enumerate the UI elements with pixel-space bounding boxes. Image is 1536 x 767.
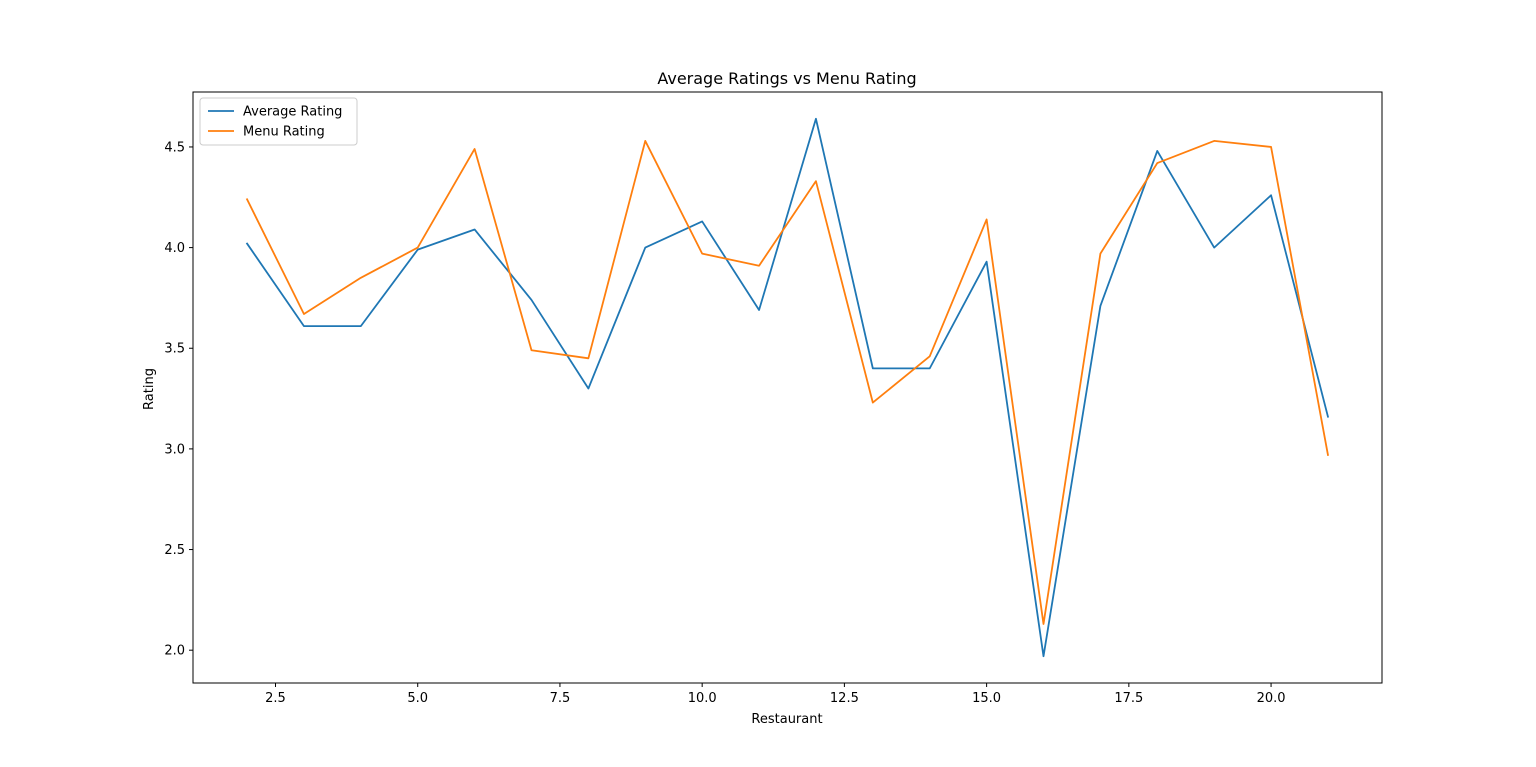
y-tick-label: 2.5 [164, 543, 185, 558]
y-tick-label: 2.0 [164, 644, 185, 659]
plot-area: 2.5 5.0 7.5 10.0 12.5 15.0 17.5 20.0 2.0 2.5 3.0 3.… [164, 91, 1383, 706]
legend-label-2: Menu Rating [243, 125, 325, 140]
series-line-2 [245, 140, 1329, 625]
legend-label-1: Average Rating [243, 105, 342, 120]
x-tick-label: 7.5 [550, 691, 571, 706]
legend: Average Rating Menu Rating [199, 97, 358, 146]
x-tick-label: 17.5 [1114, 691, 1143, 706]
y-axis-title: Rating [142, 368, 157, 410]
legend-box [199, 97, 358, 146]
y-tick-label: 3.0 [164, 442, 185, 457]
x-tick-label: 2.5 [265, 691, 286, 706]
y-tick-label: 3.5 [164, 342, 185, 357]
x-axis-title: Restaurant [751, 712, 822, 727]
chart-title: Average Ratings vs Menu Rating [657, 69, 916, 88]
x-tick-label: 5.0 [407, 691, 428, 706]
x-tick-label: 12.5 [830, 691, 859, 706]
x-tick-label: 15.0 [972, 691, 1001, 706]
y-tick-label: 4.5 [164, 140, 185, 155]
y-tick-label: 4.0 [164, 241, 185, 256]
x-tick-label: 10.0 [688, 691, 717, 706]
x-tick-label: 20.0 [1257, 691, 1286, 706]
axes-frame [192, 91, 1383, 684]
